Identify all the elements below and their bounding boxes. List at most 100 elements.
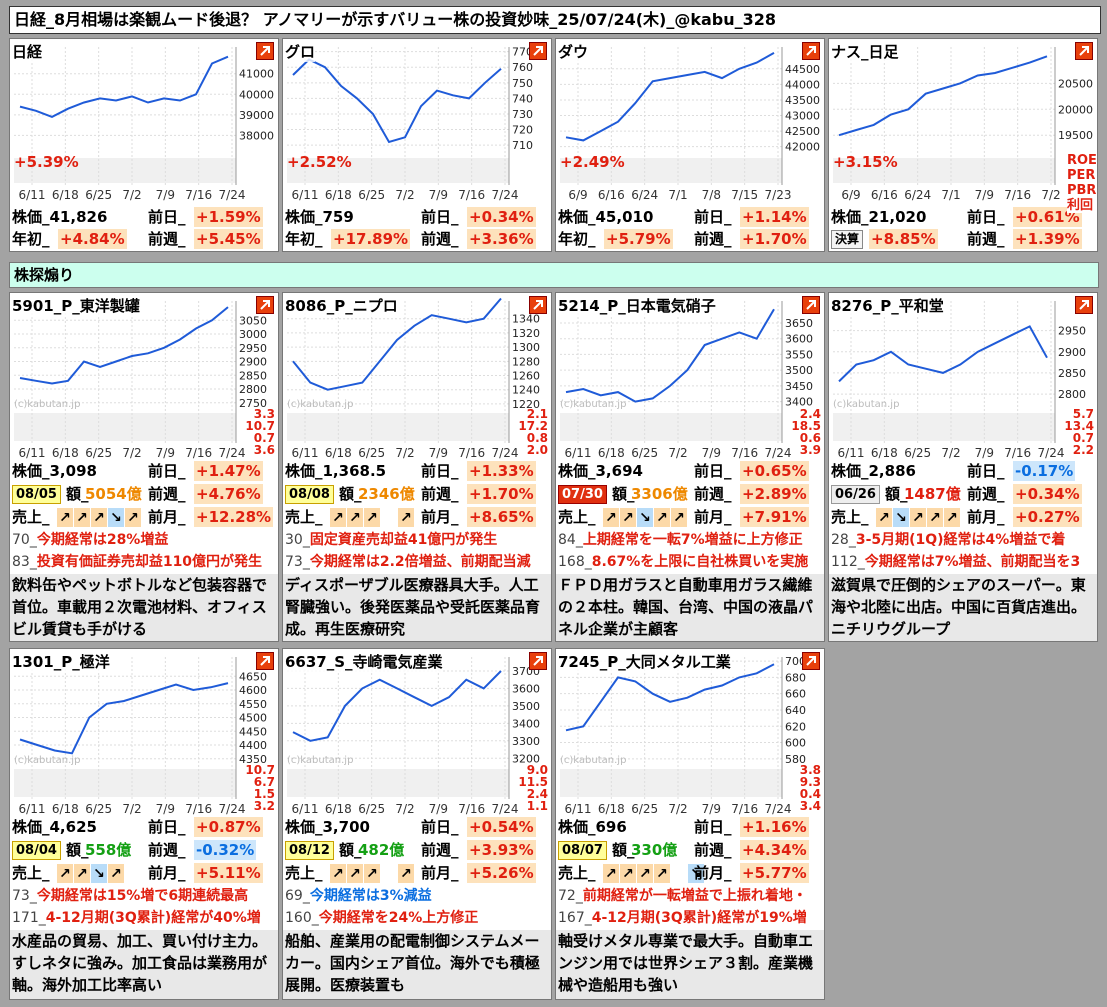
open-button[interactable] [529, 296, 547, 314]
price: 株価_3,694 [558, 462, 643, 480]
earnings-button[interactable]: 決算 [831, 230, 864, 249]
panel-name: ナス_日足 [831, 41, 899, 62]
open-button[interactable] [529, 652, 547, 670]
stats-row: 株価_3,098 前日_ +1.47% [10, 461, 278, 483]
earnings-date[interactable]: 08/08 [285, 485, 334, 504]
earnings-date[interactable]: 08/12 [285, 841, 334, 860]
y-tick-label: 42000 [785, 141, 820, 154]
earnings-date[interactable]: 06/26 [831, 485, 880, 504]
x-tick-label: 6/11 [292, 802, 319, 816]
y-tick-label: 44500 [785, 63, 820, 76]
sales-trend: ↗ [57, 864, 73, 883]
news-row: 73_今期経常は2.2倍増益、前期配当減 [283, 552, 551, 574]
description: 軸受けメタル専業で最大手。自動車エンジン用では世界シェア３割。産業機械や造船用も… [556, 930, 824, 999]
open-button[interactable] [256, 42, 274, 60]
sales-trend: ↗ [944, 508, 960, 527]
indicator: 10.7 [245, 419, 275, 433]
x-tick-label: 7/2 [668, 446, 687, 460]
y-tick-label: 2850 [239, 369, 267, 382]
y-tick-label: 3500 [512, 700, 540, 713]
x-tick-label: 6/25 [904, 446, 931, 460]
indicator: 1.1 [527, 799, 548, 813]
news-row: 171_4-12月期(3Q累計)経常が40%増 [10, 908, 278, 930]
week-change: +1.39% [1013, 229, 1082, 249]
price: 株価_3,700 [285, 818, 370, 836]
stats-row: 売上_ ↗ ↗ ↗ ↗ ↘ 前月_ +5.77% [556, 863, 824, 885]
page-title: 日経_8月相場は楽観ムード後退？ アノマリーが示すバリュー株の投資妙味_25/0… [14, 10, 777, 29]
open-button[interactable] [802, 42, 820, 60]
open-button[interactable] [256, 652, 274, 670]
open-button[interactable] [529, 42, 547, 60]
x-tick-label: 6/25 [631, 802, 658, 816]
button-arrow [806, 656, 816, 666]
y-tick-label: 41000 [239, 68, 274, 81]
button-arrow [533, 300, 543, 310]
week-change: +1.70% [740, 229, 809, 249]
y-tick-label: 760 [512, 61, 533, 74]
stats-row: 売上_ ↗ ↗ ↘ ↗ ↗ 前月_ +7.91% [556, 507, 824, 529]
stats-row: 決算 +8.85% 前週_ +1.39% [829, 229, 1097, 251]
x-tick-label: 6/18 [598, 802, 625, 816]
stock-panel: 6/11 6/18 6/25 7/2 7/9 7/16 7/24 1340 1320 1300 12… [282, 292, 552, 642]
y-tick-label: 3500 [785, 364, 813, 377]
y-tick-label: 730 [512, 108, 533, 121]
y-tick-label: 1300 [512, 341, 540, 354]
x-tick-label: 7/24 [765, 802, 792, 816]
open-button[interactable] [802, 652, 820, 670]
price: 株価_1,368.5 [285, 462, 387, 480]
indicator: 11.5 [518, 775, 548, 789]
x-tick-label: 6/24 [904, 188, 931, 202]
week-label: 前週_ [148, 485, 186, 503]
cap-label: 額_ [339, 841, 362, 859]
open-button[interactable] [256, 296, 274, 314]
news-id: 70_ [12, 532, 37, 548]
day-label: 前日_ [148, 818, 186, 836]
stats-row: 年初_ +4.84% 前週_ +5.45% [10, 229, 278, 251]
news-id: 83_ [12, 554, 37, 570]
stats-row: 株価_1,368.5 前日_ +1.33% [283, 461, 551, 483]
y-tick-label: 38000 [239, 129, 274, 142]
x-tick-label: 6/25 [85, 446, 112, 460]
earnings-date[interactable]: 08/04 [12, 841, 61, 860]
x-tick-label: 7/24 [219, 188, 246, 202]
week-change: +0.34% [1013, 484, 1082, 504]
earnings-date[interactable]: 08/07 [558, 841, 607, 860]
panel-name: グロ [285, 41, 316, 62]
panel-name: 日経 [12, 41, 43, 62]
open-button[interactable] [1075, 296, 1093, 314]
x-tick-label: 7/16 [1004, 446, 1031, 460]
indicator: 2.1 [527, 407, 548, 421]
x-tick-label: 6/16 [598, 188, 625, 202]
sales-label: 売上_ [12, 864, 50, 882]
y-tick-label: 4500 [239, 712, 267, 725]
sales-trend: ↗ [330, 864, 346, 883]
x-tick-label: 7/16 [731, 802, 758, 816]
market-cap: 558億 [85, 841, 132, 859]
open-button[interactable] [1075, 42, 1093, 60]
month-label: 前月_ [694, 864, 732, 882]
price: 株価_2,886 [831, 462, 916, 480]
button-arrow [806, 300, 816, 310]
y-tick-label: 3300 [512, 735, 540, 748]
ytd-label: 年初_ [12, 230, 50, 248]
sales-trend: ↗ [637, 864, 653, 883]
market-cap: 330億 [631, 841, 678, 859]
news-text: 4-12月期(3Q累計)経常が19%増 [591, 910, 807, 926]
x-tick-label: 7/2 [395, 802, 414, 816]
sales-label: 売上_ [285, 508, 323, 526]
week-change: -0.32% [194, 840, 257, 860]
earnings-date[interactable]: 07/30 [558, 485, 607, 504]
open-button[interactable] [802, 296, 820, 314]
x-tick-label: 6/24 [631, 188, 658, 202]
price-line [292, 670, 502, 742]
ytd-change: +4.84% [58, 229, 127, 249]
earnings-date[interactable]: 08/05 [12, 485, 61, 504]
price-line [292, 297, 502, 391]
sales-trend: ↗ [74, 508, 90, 527]
index-panel: 6/11 6/18 6/25 7/2 7/9 7/16 7/24 41000 40000 3900… [9, 38, 279, 252]
y-tick-label: 660 [785, 688, 806, 701]
week-change: +3.93% [467, 840, 536, 860]
button-arrow [1079, 300, 1089, 310]
sales-label: 売上_ [285, 864, 323, 882]
